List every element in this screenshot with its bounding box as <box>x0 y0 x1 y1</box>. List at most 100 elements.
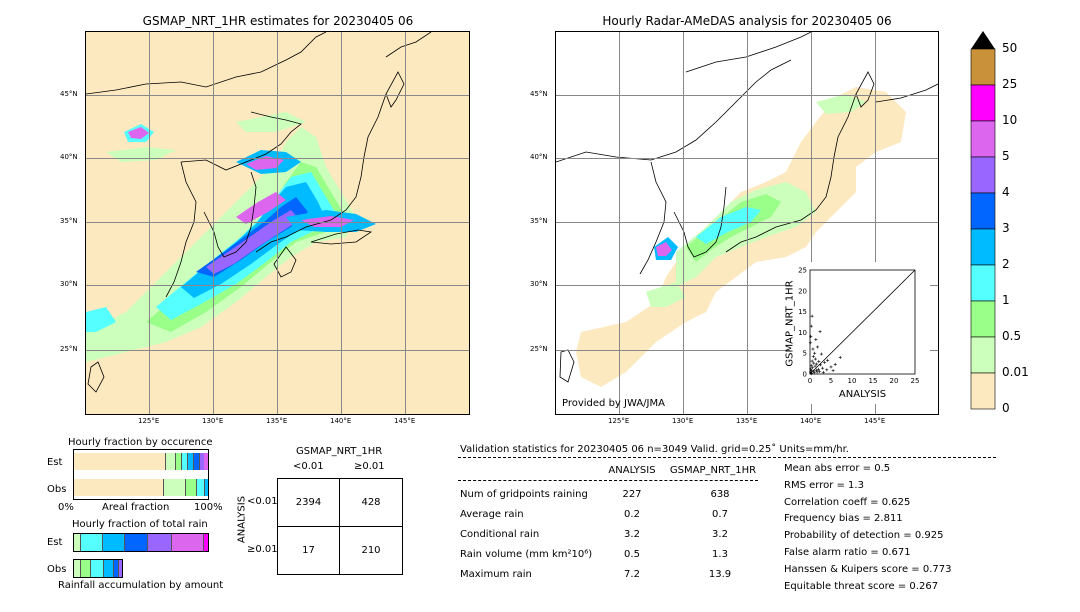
scatter-ylabel: GSMAP_NRT_1HR <box>784 280 796 367</box>
left-lat-30: 30°N <box>60 280 78 288</box>
table-divider <box>458 480 758 481</box>
right-map-canvas <box>556 32 938 387</box>
colorbar-segment <box>970 336 996 374</box>
scatter-ytick: 0 <box>803 371 807 379</box>
scatter-point <box>810 372 814 376</box>
score-line: Correlation coeff = 0.625 <box>784 496 911 508</box>
occ-obs-bar <box>74 479 208 496</box>
scatter-ytick: 5 <box>803 350 807 358</box>
contingency-title: GSMAP_NRT_1HR <box>296 446 383 457</box>
left-lon-145: 145°E <box>394 417 416 425</box>
scatter-point <box>812 369 816 373</box>
scatter-point <box>816 345 820 349</box>
left-lat-45: 45°N <box>60 90 78 98</box>
stat-gsmap-value: 638 <box>710 489 730 500</box>
scatter-diagonal <box>809 269 916 375</box>
stat-label: Average rain <box>460 509 524 520</box>
contingency-table: 2394 428 17 210 <box>277 478 403 575</box>
scatter-ytick: 15 <box>798 308 807 316</box>
right-lat-35: 35°N <box>530 217 548 225</box>
occ-axis-mid: Areal fraction <box>102 502 170 513</box>
colorbar-segment <box>970 48 996 86</box>
colorbar-segment <box>970 156 996 194</box>
colorbar-segment <box>970 372 996 410</box>
colorbar-segment <box>970 264 996 302</box>
colorbar-segment <box>970 192 996 230</box>
left-map-title: GSMAP_NRT_1HR estimates for 20230405 06 <box>142 14 414 28</box>
colorbar-label: 1 <box>1002 293 1010 307</box>
stat-label: Rain volume (mm km²10⁶) <box>460 549 593 560</box>
scatter-xtick: 20 <box>890 377 899 385</box>
stat-gsmap-value: 13.9 <box>708 569 732 580</box>
contingency-col-ge: ≥0.01 <box>354 461 385 472</box>
scatter-point <box>810 369 814 373</box>
score-line: Equitable threat score = 0.267 <box>784 580 939 592</box>
left-lon-140: 140°E <box>330 417 352 425</box>
scatter-point <box>823 360 827 364</box>
scatter-point <box>818 330 822 334</box>
scatter-point <box>809 367 813 371</box>
right-lon-135: 135°E <box>736 417 758 425</box>
occ-est-label: Est <box>47 457 63 468</box>
left-coastlines <box>86 32 432 393</box>
stat-label: Maximum rain <box>460 569 532 580</box>
scatter-point <box>814 368 818 372</box>
colorbar-segment <box>970 228 996 266</box>
scatter-point <box>817 360 821 364</box>
scatter-point <box>815 362 819 366</box>
scatter-ytick: 25 <box>798 267 807 275</box>
stat-label: Conditional rain <box>460 529 540 540</box>
scatter-point <box>819 363 822 367</box>
scatter-point <box>821 370 825 374</box>
scatter-xtick: 0 <box>808 377 812 385</box>
scatter-xlabel: ANALYSIS <box>838 389 887 400</box>
stat-gsmap-value: 1.3 <box>712 549 728 560</box>
score-line: Frequency bias = 2.811 <box>784 513 903 525</box>
scatter-point <box>809 324 813 328</box>
score-line: Probability of detection = 0.925 <box>784 530 944 542</box>
right-radar-coverage <box>576 87 906 387</box>
cell-hit-lt-lt: 2394 <box>295 497 322 508</box>
scatter-point <box>833 362 837 366</box>
left-lon-125: 125°E <box>138 417 160 425</box>
occ-obs-label: Obs <box>47 484 67 495</box>
scatter-xtick: 15 <box>869 377 878 385</box>
right-lon-145: 145°E <box>864 417 886 425</box>
scatter-point <box>819 352 823 356</box>
left-lon-135: 135°E <box>266 417 288 425</box>
col-analysis-header: ANALYSIS <box>608 465 656 476</box>
colorbar-segment <box>970 120 996 158</box>
scatter-xtick: 25 <box>911 377 920 385</box>
cell-ge-ge: 210 <box>361 545 381 556</box>
occ-axis-right: 100% <box>194 502 223 513</box>
colorbar-segment <box>970 300 996 338</box>
scatter-point <box>821 366 825 370</box>
scatter-xtick: 10 <box>848 377 857 385</box>
scatter-point <box>811 347 815 351</box>
stat-gsmap-value: 0.7 <box>712 509 728 520</box>
scatter-point <box>811 355 815 359</box>
tot-obs-bar <box>73 559 123 578</box>
radar-credit: Provided by JWA/JMA <box>562 398 665 409</box>
scatter-point <box>809 335 813 339</box>
accumulation-caption: Rainfall accumulation by amount <box>58 580 224 591</box>
total-frame <box>73 530 209 579</box>
colorbar-label: 10 <box>1002 113 1018 127</box>
stat-gsmap-value: 3.2 <box>712 529 728 540</box>
left-lat-35: 35°N <box>60 217 78 225</box>
left-map <box>85 31 470 415</box>
total-rain-title: Hourly fraction of total rain <box>72 519 208 530</box>
right-lat-25: 25°N <box>530 345 548 353</box>
colorbar-label: 2 <box>1002 257 1010 271</box>
scatter-plot: 00 5 5 10 10 15 15 20 20 25 25 <box>798 267 920 386</box>
scatter-point <box>814 337 818 341</box>
right-lat-30: 30°N <box>530 280 548 288</box>
col-gsmap-header: GSMAP_NRT_1HR <box>669 465 757 476</box>
left-map-canvas <box>86 32 432 393</box>
stat-analysis-value: 227 <box>622 489 642 500</box>
occ-axis-left: 0% <box>58 502 74 513</box>
occurrence-frame <box>73 449 209 500</box>
validation-divider <box>458 457 996 458</box>
colorbar-label: 25 <box>1002 77 1018 91</box>
occ-est-bar <box>74 453 208 470</box>
